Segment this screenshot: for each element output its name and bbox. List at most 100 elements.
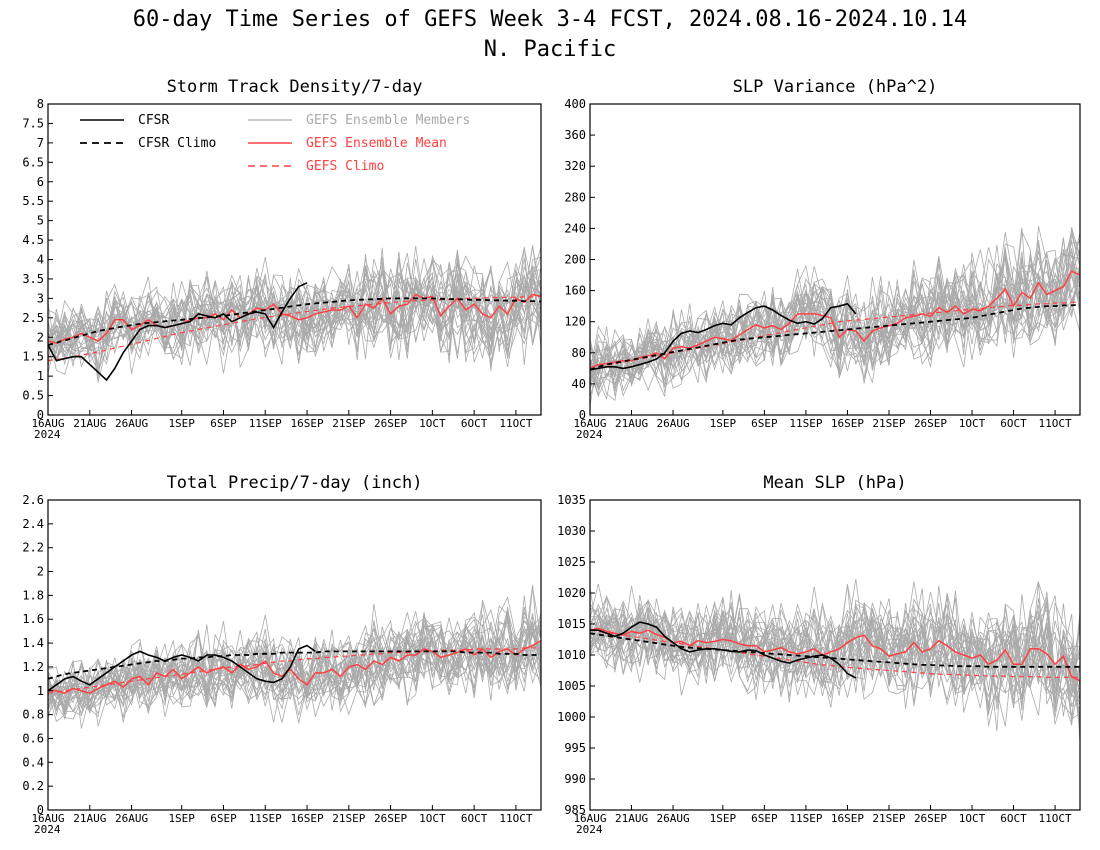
cfsr-climo-line	[589, 303, 1081, 371]
y-tick-label: 1000	[557, 710, 586, 724]
x-tick-label: 26AUG	[115, 417, 148, 430]
y-tick-label: 995	[564, 741, 586, 755]
y-tick-label: 1	[37, 369, 44, 383]
y-tick-label: 7.5	[22, 116, 44, 130]
x-year-label: 2024	[34, 823, 61, 836]
x-tick-label: 26SEP	[374, 812, 407, 825]
y-tick-label: 990	[564, 772, 586, 786]
y-tick-label: 0.4	[22, 755, 44, 769]
ensemble-member-line	[47, 246, 542, 360]
x-tick-label: 26SEP	[914, 812, 947, 825]
x-tick-label: 26AUG	[656, 812, 689, 825]
cfsr-line	[590, 621, 857, 679]
y-tick-label: 1.8	[22, 588, 44, 602]
ensemble-member-line	[589, 264, 1081, 381]
ensemble-member-line	[589, 592, 1081, 711]
x-tick-label: 6OCT	[1000, 417, 1027, 430]
y-tick-label: 6.5	[22, 155, 44, 169]
y-tick-label: 4.5	[22, 233, 44, 247]
y-tick-label: 0	[579, 408, 586, 422]
x-tick-label: 6SEP	[210, 417, 237, 430]
ensemble-mean-line	[589, 270, 1081, 370]
panel-title: SLP Variance (hPa^2)	[733, 77, 938, 97]
legend-label-cfsr: CFSR	[138, 113, 169, 128]
x-tick-label: 21SEP	[332, 417, 365, 430]
y-tick-label: 80	[572, 346, 586, 360]
y-tick-label: 3	[37, 291, 44, 305]
x-tick-label: 11OCT	[1039, 812, 1072, 825]
y-tick-label: 2.6	[22, 493, 44, 507]
ensemble-member-line	[589, 239, 1081, 390]
ensemble-member-line	[47, 595, 542, 727]
x-tick-label: 1OCT	[959, 417, 986, 430]
ensemble-member-line	[47, 613, 542, 713]
legend: CFSR CFSR Climo GEFS Ensemble Members GEFS …	[80, 113, 470, 174]
x-tick-label: 11SEP	[789, 812, 822, 825]
chart-panel-2: SLP Variance (hPa^2) 0 40 80 120 160 200 240 280…	[564, 77, 1081, 441]
y-tick-label: 320	[564, 159, 586, 173]
x-tick-label: 1SEP	[710, 417, 737, 430]
x-tick-label: 16AUG	[31, 417, 64, 430]
ensemble-member-line	[47, 608, 542, 717]
y-tick-label: 1035	[557, 493, 586, 507]
x-tick-label: 1OCT	[419, 417, 446, 430]
y-tick-label: 2	[37, 330, 44, 344]
y-tick-label: 1.5	[22, 350, 44, 364]
legend-label-members: GEFS Ensemble Members	[306, 113, 470, 128]
ensemble-member-line	[47, 246, 542, 374]
x-tick-label: 21AUG	[73, 417, 106, 430]
chart-panel-3: Total Precip/7-day (inch)00.20.40.60.811…	[22, 473, 542, 836]
x-tick-label: 1SEP	[168, 812, 195, 825]
panel-title: Total Precip/7-day (inch)	[167, 473, 423, 493]
y-tick-label: 7	[37, 136, 44, 150]
y-tick-label: 5.5	[22, 194, 44, 208]
x-tick-label: 21AUG	[73, 812, 106, 825]
y-tick-label: 0.8	[22, 708, 44, 722]
ensemble-member-line	[589, 227, 1081, 389]
x-tick-label: 11OCT	[1039, 417, 1072, 430]
y-tick-label: 1.6	[22, 612, 44, 626]
ensemble-member-line	[589, 599, 1081, 723]
legend-label-ens-mean: GEFS Ensemble Mean	[306, 136, 447, 151]
ensemble-member-line	[589, 587, 1081, 698]
legend-label-gefs-climo: GEFS Climo	[306, 159, 384, 174]
y-tick-label: 0.2	[22, 779, 44, 793]
ensemble-member-line	[589, 237, 1081, 397]
chart-panel-1: Storm Track Density/7-day 0 0.5 1 1.5 2 2.5 3 3.…	[22, 77, 542, 441]
figure-title-line1: 60-day Time Series of GEFS Week 3-4 FCST…	[133, 7, 967, 32]
y-tick-label: 1025	[557, 555, 586, 569]
x-tick-label: 11OCT	[499, 417, 532, 430]
y-tick-label: 1020	[557, 586, 586, 600]
ensemble-member-line	[589, 603, 1081, 713]
y-tick-label: 3.5	[22, 272, 44, 286]
y-tick-label: 2	[37, 565, 44, 579]
y-tick-label: 8	[37, 97, 44, 111]
x-tick-label: 11SEP	[249, 417, 282, 430]
y-tick-label: 985	[564, 803, 586, 817]
ensemble-member-line	[47, 611, 542, 723]
plot-frame	[47, 499, 542, 811]
x-tick-label: 6OCT	[461, 812, 488, 825]
chart-panel-4: Mean SLP (hPa) 985 990 995 1000 1005 1010 1015 1…	[557, 473, 1081, 836]
ensemble-mean-line	[48, 640, 542, 695]
x-year-label: 2024	[34, 428, 61, 441]
x-tick-label: 21SEP	[332, 812, 365, 825]
x-tick-label: 21AUG	[615, 417, 648, 430]
y-tick-label: 1.2	[22, 660, 44, 674]
y-tick-label: 1015	[557, 617, 586, 631]
ensemble-member-line	[47, 603, 542, 724]
x-tick-label: 1OCT	[959, 812, 986, 825]
panel-title: Storm Track Density/7-day	[167, 77, 423, 97]
y-tick-label: 1005	[557, 679, 586, 693]
x-tick-label: 26SEP	[374, 417, 407, 430]
x-tick-label: 21AUG	[615, 812, 648, 825]
x-tick-label: 6OCT	[461, 417, 488, 430]
y-tick-label: 2.4	[22, 517, 44, 531]
y-tick-label: 1	[37, 684, 44, 698]
y-tick-label: 4	[37, 253, 44, 267]
x-tick-label: 21SEP	[872, 812, 905, 825]
x-tick-label: 1SEP	[168, 417, 195, 430]
x-tick-label: 26SEP	[914, 417, 947, 430]
cfsr-climo-line	[589, 632, 1080, 668]
x-tick-label: 11SEP	[249, 812, 282, 825]
